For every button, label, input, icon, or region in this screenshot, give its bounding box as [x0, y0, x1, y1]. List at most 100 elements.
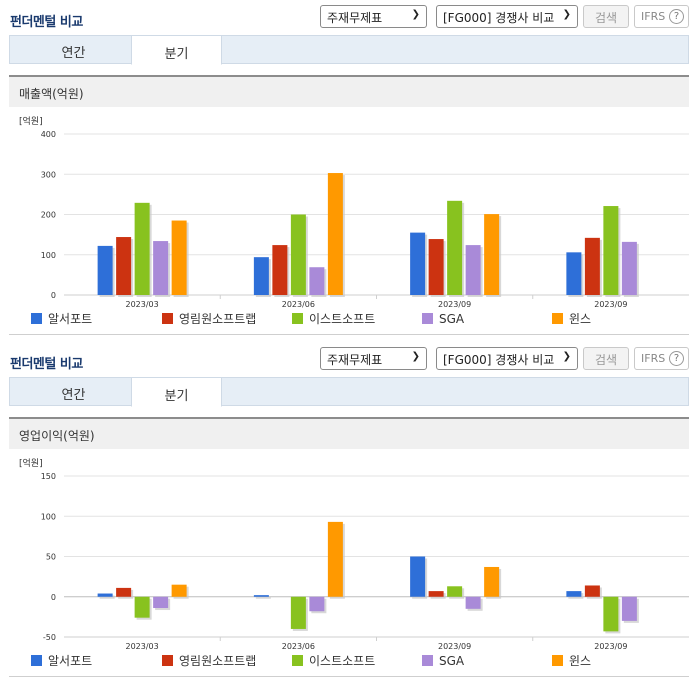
bar	[253, 257, 269, 295]
bar	[116, 587, 132, 597]
legend-swatch	[552, 655, 563, 666]
bar	[309, 596, 325, 612]
legend-swatch	[422, 655, 433, 666]
bar	[465, 245, 481, 295]
bar	[428, 239, 444, 295]
bar	[290, 596, 306, 629]
ifrs-label: IFRS	[641, 352, 666, 365]
operating-income-chart-box: 영업이익(억원) [억원] -50 0 50 100 150 2023/03 2023/06 2…	[9, 417, 689, 677]
revenue-chart-box: 매출액(억원) [억원] 0 100 200 300 400 2023/03 2023/06 2…	[9, 75, 689, 335]
legend-label: 이스트소프트	[309, 312, 375, 326]
legend-swatch	[31, 655, 42, 666]
legend-item[interactable]: SGA	[422, 312, 465, 326]
tab-annual[interactable]: 연간	[61, 46, 86, 61]
y-tick-label: 0	[51, 291, 56, 300]
statement-select[interactable]: 주재무제표 ❯	[320, 5, 427, 28]
bar	[603, 596, 619, 632]
legend-label: 영림원소프트랩	[179, 312, 256, 326]
bar	[447, 200, 463, 295]
panel-header: 펀더멘털 비교 주재무제표 ❯ [FG000] 경쟁사 비교 ❯ 검색 IFRS…	[0, 0, 696, 34]
chart-header: 영업이익(억원)	[9, 419, 689, 449]
legend-swatch	[162, 655, 173, 666]
bar	[428, 591, 444, 597]
legend-item[interactable]: 영림원소프트랩	[162, 312, 256, 326]
peer-group-select[interactable]: [FG000] 경쟁사 비교 ❯	[436, 347, 578, 370]
bar	[97, 593, 113, 597]
y-tick-label: 100	[41, 512, 56, 521]
unit-label: [억원]	[19, 115, 43, 127]
x-tick-label: 2023/03	[126, 642, 159, 651]
panel-header: 펀더멘털 비교 주재무제표 ❯ [FG000] 경쟁사 비교 ❯ 검색 IFRS…	[0, 342, 696, 376]
ifrs-button[interactable]: IFRS ?	[634, 5, 689, 28]
legend-swatch	[422, 313, 433, 324]
bar	[253, 595, 269, 597]
bar-shadow	[99, 595, 115, 599]
legend-item[interactable]: 알서포트	[31, 312, 92, 326]
y-tick-label: -50	[43, 633, 56, 642]
ifrs-label: IFRS	[641, 10, 666, 23]
search-button[interactable]: 검색	[583, 5, 629, 28]
revenue-chart: [억원] 0 100 200 300 400 2023/03 2023/06 2023/09 20…	[19, 115, 689, 326]
statement-select[interactable]: 주재무제표 ❯	[320, 347, 427, 370]
chevron-down-icon: ❯	[411, 9, 420, 20]
chart-title: 매출액(억원)	[19, 87, 84, 101]
legend-item[interactable]: 이스트소프트	[292, 654, 375, 668]
bar	[584, 585, 600, 597]
statement-select-value: 주재무제표	[327, 353, 383, 367]
bar	[97, 245, 113, 295]
bar	[621, 596, 637, 621]
legend-label: 영림원소프트랩	[179, 654, 256, 668]
panel-title: 펀더멘털 비교	[10, 15, 83, 30]
bar	[134, 202, 150, 295]
x-tick-label: 2023/09	[594, 300, 627, 309]
legend-swatch	[162, 313, 173, 324]
y-tick-label: 50	[46, 553, 56, 562]
bar-shadow	[255, 597, 271, 599]
legend-swatch	[292, 655, 303, 666]
legend-item[interactable]: 알서포트	[31, 654, 92, 668]
bar	[134, 596, 150, 618]
tab-quarterly[interactable]: 분기	[131, 377, 222, 407]
bar	[171, 220, 187, 295]
period-tabs: 연간 분기	[9, 35, 689, 65]
fundamental-panel-operating-income: 펀더멘털 비교 주재무제표 ❯ [FG000] 경쟁사 비교 ❯ 검색 IFRS…	[0, 342, 696, 684]
legend-item[interactable]: SGA	[422, 654, 465, 668]
bar	[566, 252, 582, 295]
bar	[116, 237, 132, 295]
help-icon[interactable]: ?	[669, 351, 684, 366]
peer-group-select[interactable]: [FG000] 경쟁사 비교 ❯	[436, 5, 578, 28]
period-tabs: 연간 분기	[9, 377, 689, 407]
ifrs-button[interactable]: IFRS ?	[634, 347, 689, 370]
fundamental-panel-revenue: 펀더멘털 비교 주재무제표 ❯ [FG000] 경쟁사 비교 ❯ 검색 IFRS…	[0, 0, 696, 335]
bar	[327, 173, 343, 295]
unit-label: [억원]	[19, 457, 43, 469]
bar	[484, 566, 500, 597]
legend-item[interactable]: 윈스	[552, 312, 591, 326]
y-tick-label: 100	[41, 251, 56, 260]
legend-item[interactable]: 윈스	[552, 654, 591, 668]
tab-annual[interactable]: 연간	[61, 388, 86, 403]
legend-item[interactable]: 이스트소프트	[292, 312, 375, 326]
y-tick-label: 200	[41, 211, 56, 220]
y-tick-label: 150	[41, 472, 56, 481]
legend-label: 윈스	[569, 312, 591, 326]
peer-group-select-value: [FG000] 경쟁사 비교	[443, 11, 555, 25]
statement-select-value: 주재무제표	[327, 11, 383, 25]
operating-income-chart: [억원] -50 0 50 100 150 2023/03 2023/06 2023/09 202…	[19, 457, 689, 668]
legend-swatch	[292, 313, 303, 324]
legend-label: SGA	[439, 312, 465, 326]
chevron-down-icon: ❯	[562, 351, 571, 362]
bar	[484, 214, 500, 295]
bar	[410, 232, 426, 295]
bar	[410, 556, 426, 597]
y-tick-label: 300	[41, 170, 56, 179]
legend-label: SGA	[439, 654, 465, 668]
bar	[272, 245, 288, 295]
legend-item[interactable]: 영림원소프트랩	[162, 654, 256, 668]
tab-quarterly[interactable]: 분기	[131, 35, 222, 65]
legend-swatch	[31, 313, 42, 324]
search-button[interactable]: 검색	[583, 347, 629, 370]
peer-group-select-value: [FG000] 경쟁사 비교	[443, 353, 555, 367]
help-icon[interactable]: ?	[669, 9, 684, 24]
x-tick-label: 2023/09	[594, 642, 627, 651]
